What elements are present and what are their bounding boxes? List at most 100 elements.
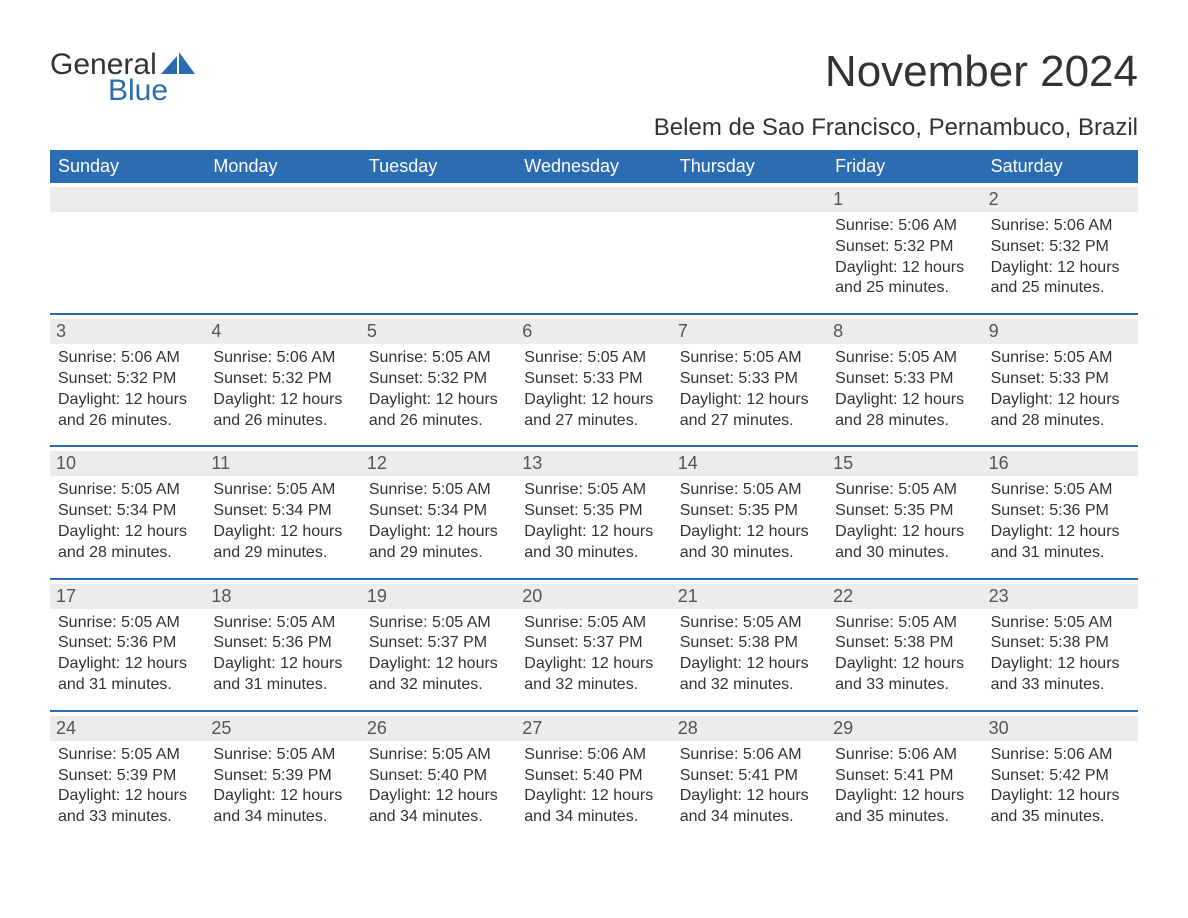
sunrise-line: Sunrise: 5:05 AM bbox=[58, 480, 197, 501]
sunset-line: Sunset: 5:40 PM bbox=[369, 766, 508, 787]
day-number: 13 bbox=[516, 451, 671, 476]
day-number: 26 bbox=[361, 716, 516, 741]
day-number: 14 bbox=[672, 451, 827, 476]
day-number: 10 bbox=[50, 451, 205, 476]
day-cell: 7 Sunrise: 5:05 AMSunset: 5:33 PMDaylight… bbox=[672, 315, 827, 445]
day-cell: 6 Sunrise: 5:05 AMSunset: 5:33 PMDaylight… bbox=[516, 315, 671, 445]
daylight-line: Daylight: 12 hours and 28 minutes. bbox=[835, 390, 974, 432]
day-details: Sunrise: 5:05 AMSunset: 5:38 PMDaylight:… bbox=[991, 613, 1130, 696]
daylight-line: Daylight: 12 hours and 25 minutes. bbox=[835, 258, 974, 300]
day-cell: 10 Sunrise: 5:05 AMSunset: 5:34 PMDayligh… bbox=[50, 447, 205, 577]
day-number: 17 bbox=[50, 584, 205, 609]
sunset-line: Sunset: 5:38 PM bbox=[835, 633, 974, 654]
daylight-line: Daylight: 12 hours and 31 minutes. bbox=[991, 522, 1130, 564]
sunrise-line: Sunrise: 5:05 AM bbox=[369, 480, 508, 501]
weekday-header: SundayMondayTuesdayWednesdayThursdayFrid… bbox=[50, 150, 1138, 183]
calendar-body: 1Sunrise: 5:06 AMSunset: 5:32 PMDaylight… bbox=[50, 183, 1138, 842]
daylight-line: Daylight: 12 hours and 34 minutes. bbox=[369, 786, 508, 828]
calendar-week: 24Sunrise: 5:05 AMSunset: 5:39 PMDayligh… bbox=[50, 710, 1138, 842]
day-details: Sunrise: 5:05 AMSunset: 5:33 PMDaylight:… bbox=[991, 348, 1130, 431]
day-number: 21 bbox=[672, 584, 827, 609]
daylight-line: Daylight: 12 hours and 26 minutes. bbox=[213, 390, 352, 432]
day-cell: 5Sunrise: 5:05 AMSunset: 5:32 PMDaylight… bbox=[361, 315, 516, 445]
sunrise-line: Sunrise: 5:05 AM bbox=[991, 348, 1130, 369]
sunset-line: Sunset: 5:36 PM bbox=[213, 633, 352, 654]
sunset-line: Sunset: 5:34 PM bbox=[213, 501, 352, 522]
day-cell: 4Sunrise: 5:06 AMSunset: 5:32 PMDaylight… bbox=[205, 315, 360, 445]
weekday-col: Friday bbox=[827, 150, 982, 183]
day-cell: 9 Sunrise: 5:05 AMSunset: 5:33 PMDaylight… bbox=[983, 315, 1138, 445]
day-details: Sunrise: 5:05 AMSunset: 5:33 PMDaylight:… bbox=[524, 348, 663, 431]
day-details: Sunrise: 5:06 AMSunset: 5:32 PMDaylight:… bbox=[835, 216, 974, 299]
sunrise-line: Sunrise: 5:05 AM bbox=[58, 613, 197, 634]
day-number: 29 bbox=[827, 716, 982, 741]
day-number: 8 bbox=[827, 319, 982, 344]
logo-text-blue: Blue bbox=[108, 76, 168, 106]
calendar-week: 17Sunrise: 5:05 AMSunset: 5:36 PMDayligh… bbox=[50, 578, 1138, 710]
sunrise-line: Sunrise: 5:06 AM bbox=[991, 216, 1130, 237]
day-details: Sunrise: 5:06 AMSunset: 5:41 PMDaylight:… bbox=[680, 745, 819, 828]
day-details: Sunrise: 5:05 AMSunset: 5:33 PMDaylight:… bbox=[835, 348, 974, 431]
day-cell: 21 Sunrise: 5:05 AMSunset: 5:38 PMDayligh… bbox=[672, 580, 827, 710]
sunset-line: Sunset: 5:41 PM bbox=[835, 766, 974, 787]
sunset-line: Sunset: 5:33 PM bbox=[524, 369, 663, 390]
calendar-week: 10Sunrise: 5:05 AMSunset: 5:34 PMDayligh… bbox=[50, 445, 1138, 577]
daylight-line: Daylight: 12 hours and 30 minutes. bbox=[835, 522, 974, 564]
daylight-line: Daylight: 12 hours and 33 minutes. bbox=[991, 654, 1130, 696]
sunrise-line: Sunrise: 5:06 AM bbox=[213, 348, 352, 369]
day-cell: 8 Sunrise: 5:05 AMSunset: 5:33 PMDaylight… bbox=[827, 315, 982, 445]
sunset-line: Sunset: 5:42 PM bbox=[991, 766, 1130, 787]
sunset-line: Sunset: 5:41 PM bbox=[680, 766, 819, 787]
sunrise-line: Sunrise: 5:05 AM bbox=[680, 348, 819, 369]
sunset-line: Sunset: 5:36 PM bbox=[58, 633, 197, 654]
sunset-line: Sunset: 5:38 PM bbox=[680, 633, 819, 654]
calendar-week: 1Sunrise: 5:06 AMSunset: 5:32 PMDaylight… bbox=[50, 183, 1138, 313]
day-cell: 16 Sunrise: 5:05 AMSunset: 5:36 PMDayligh… bbox=[983, 447, 1138, 577]
sunset-line: Sunset: 5:32 PM bbox=[213, 369, 352, 390]
sunset-line: Sunset: 5:32 PM bbox=[835, 237, 974, 258]
daylight-line: Daylight: 12 hours and 33 minutes. bbox=[835, 654, 974, 696]
day-number: 9 bbox=[983, 319, 1138, 344]
daylight-line: Daylight: 12 hours and 34 minutes. bbox=[524, 786, 663, 828]
day-cell: 22Sunrise: 5:05 AMSunset: 5:38 PMDayligh… bbox=[827, 580, 982, 710]
daylight-line: Daylight: 12 hours and 31 minutes. bbox=[213, 654, 352, 696]
day-cell: 25Sunrise: 5:05 AMSunset: 5:39 PMDayligh… bbox=[205, 712, 360, 842]
day-number: 7 bbox=[672, 319, 827, 344]
day-number: 18 bbox=[205, 584, 360, 609]
sunset-line: Sunset: 5:32 PM bbox=[991, 237, 1130, 258]
day-cell bbox=[361, 183, 516, 313]
title-block: November 2024 Belem de Sao Francisco, Pe… bbox=[654, 50, 1138, 142]
weekday-col: Thursday bbox=[672, 150, 827, 183]
daylight-line: Daylight: 12 hours and 26 minutes. bbox=[369, 390, 508, 432]
daylight-line: Daylight: 12 hours and 30 minutes. bbox=[680, 522, 819, 564]
day-details: Sunrise: 5:05 AMSunset: 5:36 PMDaylight:… bbox=[58, 613, 197, 696]
day-details: Sunrise: 5:05 AMSunset: 5:38 PMDaylight:… bbox=[680, 613, 819, 696]
day-number: 16 bbox=[983, 451, 1138, 476]
day-details: Sunrise: 5:05 AMSunset: 5:32 PMDaylight:… bbox=[369, 348, 508, 431]
header: General Blue November 2024 Belem de Sao … bbox=[50, 50, 1138, 142]
day-details: Sunrise: 5:06 AMSunset: 5:42 PMDaylight:… bbox=[991, 745, 1130, 828]
sunrise-line: Sunrise: 5:05 AM bbox=[991, 480, 1130, 501]
day-number: 11 bbox=[205, 451, 360, 476]
day-number: 19 bbox=[361, 584, 516, 609]
sunrise-line: Sunrise: 5:05 AM bbox=[835, 480, 974, 501]
day-number: 6 bbox=[516, 319, 671, 344]
sunrise-line: Sunrise: 5:05 AM bbox=[991, 613, 1130, 634]
day-number: 22 bbox=[827, 584, 982, 609]
sunset-line: Sunset: 5:35 PM bbox=[835, 501, 974, 522]
sunset-line: Sunset: 5:33 PM bbox=[835, 369, 974, 390]
day-cell: 2Sunrise: 5:06 AMSunset: 5:32 PMDaylight… bbox=[983, 183, 1138, 313]
day-cell: 14Sunrise: 5:05 AMSunset: 5:35 PMDayligh… bbox=[672, 447, 827, 577]
day-details: Sunrise: 5:05 AMSunset: 5:34 PMDaylight:… bbox=[213, 480, 352, 563]
sunset-line: Sunset: 5:39 PM bbox=[213, 766, 352, 787]
logo-sail-icon bbox=[161, 52, 197, 74]
day-cell bbox=[672, 183, 827, 313]
logo: General Blue bbox=[50, 50, 197, 106]
daylight-line: Daylight: 12 hours and 34 minutes. bbox=[680, 786, 819, 828]
day-details: Sunrise: 5:05 AMSunset: 5:33 PMDaylight:… bbox=[680, 348, 819, 431]
day-details: Sunrise: 5:05 AMSunset: 5:39 PMDaylight:… bbox=[213, 745, 352, 828]
day-details: Sunrise: 5:05 AMSunset: 5:34 PMDaylight:… bbox=[58, 480, 197, 563]
sunrise-line: Sunrise: 5:05 AM bbox=[524, 480, 663, 501]
sunset-line: Sunset: 5:36 PM bbox=[991, 501, 1130, 522]
day-cell: 20Sunrise: 5:05 AMSunset: 5:37 PMDayligh… bbox=[516, 580, 671, 710]
